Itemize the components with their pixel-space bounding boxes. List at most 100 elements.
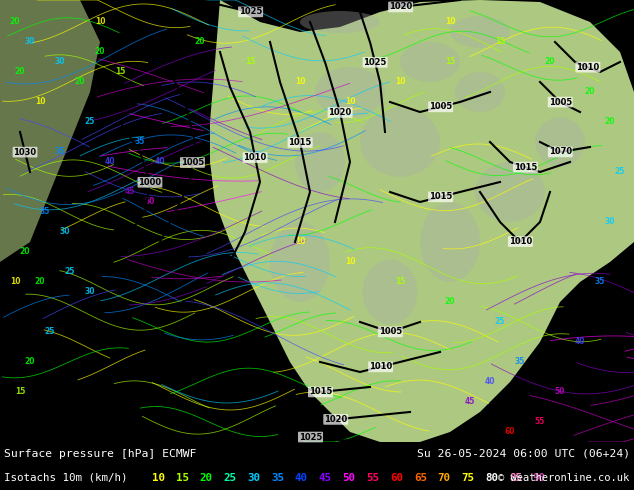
Text: 55: 55 xyxy=(535,417,545,426)
Text: 45: 45 xyxy=(125,188,135,196)
Polygon shape xyxy=(210,0,634,442)
Text: 45: 45 xyxy=(319,473,332,483)
Text: 40: 40 xyxy=(155,157,165,167)
Text: 85: 85 xyxy=(509,473,522,483)
Text: 10: 10 xyxy=(444,18,455,26)
Text: 60: 60 xyxy=(505,427,515,437)
Ellipse shape xyxy=(315,67,385,117)
Text: 30: 30 xyxy=(85,288,95,296)
Text: 1005: 1005 xyxy=(378,327,402,336)
Text: 45: 45 xyxy=(465,397,476,407)
Text: 25: 25 xyxy=(65,268,75,276)
Ellipse shape xyxy=(363,260,418,324)
Text: 1025: 1025 xyxy=(239,7,262,16)
Text: 1070: 1070 xyxy=(549,147,572,156)
Text: Surface pressure [hPa] ECMWF: Surface pressure [hPa] ECMWF xyxy=(4,449,197,459)
Text: 20: 20 xyxy=(35,277,45,287)
Text: 10: 10 xyxy=(94,18,105,26)
Text: 15: 15 xyxy=(445,57,455,67)
Text: 40: 40 xyxy=(485,377,495,387)
Ellipse shape xyxy=(400,42,460,82)
Text: 25: 25 xyxy=(45,327,55,337)
Text: 1025: 1025 xyxy=(363,58,387,67)
Text: 10: 10 xyxy=(345,98,355,106)
Text: 35: 35 xyxy=(135,138,145,147)
Text: 10: 10 xyxy=(152,473,165,483)
Text: 20: 20 xyxy=(10,18,20,26)
Text: 1010: 1010 xyxy=(369,362,392,371)
Text: 10: 10 xyxy=(35,98,45,106)
Text: 20: 20 xyxy=(444,297,455,306)
Text: 1015: 1015 xyxy=(288,138,312,147)
Text: 15: 15 xyxy=(245,57,256,67)
Text: 40: 40 xyxy=(295,473,307,483)
Ellipse shape xyxy=(270,222,330,302)
Text: 30: 30 xyxy=(25,38,36,47)
Ellipse shape xyxy=(360,107,440,177)
Text: 1025: 1025 xyxy=(299,433,322,441)
Ellipse shape xyxy=(300,11,380,33)
Text: 1005: 1005 xyxy=(429,102,452,111)
Ellipse shape xyxy=(295,132,345,192)
Text: 60: 60 xyxy=(390,473,403,483)
Text: 80: 80 xyxy=(485,473,498,483)
Ellipse shape xyxy=(420,202,480,282)
Text: 1015: 1015 xyxy=(309,388,332,396)
Text: 1015: 1015 xyxy=(514,163,537,172)
Text: 1020: 1020 xyxy=(328,108,352,117)
Text: 1020: 1020 xyxy=(389,2,412,11)
Text: 20: 20 xyxy=(15,68,25,76)
Text: 20: 20 xyxy=(585,88,595,97)
Text: 50: 50 xyxy=(555,388,565,396)
Polygon shape xyxy=(0,0,100,262)
Text: 10: 10 xyxy=(295,77,305,87)
Text: 35: 35 xyxy=(40,207,50,217)
Text: 15: 15 xyxy=(395,277,405,287)
Text: 55: 55 xyxy=(366,473,379,483)
Text: 1005: 1005 xyxy=(548,98,572,107)
Text: 10: 10 xyxy=(10,277,20,287)
Text: 10: 10 xyxy=(345,257,355,267)
Text: Isotachs 10m (km/h): Isotachs 10m (km/h) xyxy=(4,473,127,483)
Text: 30: 30 xyxy=(60,227,70,237)
Text: 20: 20 xyxy=(200,473,212,483)
Text: 15: 15 xyxy=(15,388,25,396)
Text: 25: 25 xyxy=(223,473,236,483)
Ellipse shape xyxy=(475,162,545,222)
Text: 20: 20 xyxy=(605,118,615,126)
Ellipse shape xyxy=(455,72,505,112)
Text: 40: 40 xyxy=(105,157,115,167)
Text: 30: 30 xyxy=(55,57,65,67)
Text: 25: 25 xyxy=(85,118,95,126)
Text: 1010: 1010 xyxy=(243,153,267,162)
Text: 20: 20 xyxy=(94,48,105,56)
Ellipse shape xyxy=(535,117,585,167)
Text: 15: 15 xyxy=(115,68,125,76)
Text: 65: 65 xyxy=(414,473,427,483)
Text: 20: 20 xyxy=(195,38,205,47)
Text: 70: 70 xyxy=(437,473,451,483)
Text: 30: 30 xyxy=(247,473,260,483)
Text: 1030: 1030 xyxy=(13,147,37,157)
Text: Su 26-05-2024 06:00 UTC (06+24): Su 26-05-2024 06:00 UTC (06+24) xyxy=(417,449,630,459)
Text: 35: 35 xyxy=(595,277,605,287)
Text: 40: 40 xyxy=(575,338,585,346)
Text: 10: 10 xyxy=(295,238,305,246)
Text: 15: 15 xyxy=(495,38,505,47)
Text: 1020: 1020 xyxy=(324,415,347,424)
Text: 50: 50 xyxy=(145,197,155,206)
Text: 35: 35 xyxy=(55,147,65,156)
Text: 25: 25 xyxy=(615,168,625,176)
Text: 20: 20 xyxy=(75,77,85,87)
Text: 20: 20 xyxy=(545,57,555,67)
Text: 90: 90 xyxy=(533,473,546,483)
Text: 1015: 1015 xyxy=(429,193,452,201)
Text: 75: 75 xyxy=(462,473,474,483)
Text: 20: 20 xyxy=(25,358,36,367)
Text: 30: 30 xyxy=(605,218,615,226)
Text: 25: 25 xyxy=(495,318,505,326)
Text: © weatheronline.co.uk: © weatheronline.co.uk xyxy=(498,473,629,483)
Text: 10: 10 xyxy=(395,77,405,87)
Text: 1010: 1010 xyxy=(576,63,600,72)
Text: 15: 15 xyxy=(176,473,189,483)
